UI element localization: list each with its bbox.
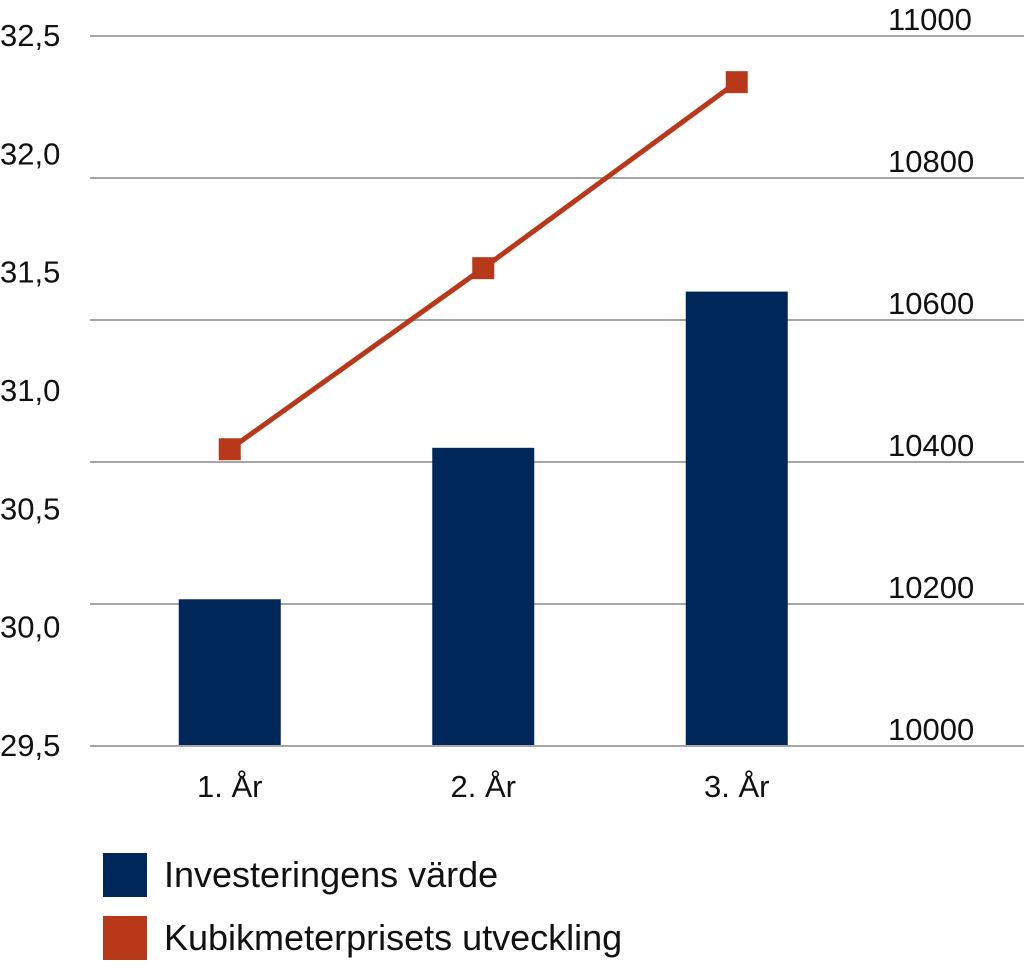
bar <box>178 599 281 746</box>
bar <box>685 291 788 746</box>
bar-series <box>178 291 788 746</box>
right-tick-label: 10600 <box>888 286 974 321</box>
x-tick-label: 1. År <box>197 769 262 804</box>
right-tick-label: 10400 <box>888 428 974 463</box>
legend-item-line: Kubikmeterprisets utveckling <box>103 908 622 968</box>
legend-item-bar: Investeringens värde <box>103 845 622 905</box>
line-series <box>218 71 748 461</box>
left-tick-label: 31,0 <box>0 373 60 408</box>
legend-label-bar: Investeringens värde <box>164 854 499 895</box>
left-axis-ticks: 29,5 30,0 30,5 31,0 31,5 32,0 32,5 <box>0 18 60 763</box>
line-marker <box>218 438 241 461</box>
legend-label-line: Kubikmeterprisets utveckling <box>164 917 623 958</box>
left-tick-label: 30,5 <box>0 491 60 526</box>
left-tick-label: 31,5 <box>0 255 60 290</box>
line-marker <box>725 71 748 94</box>
right-tick-label: 10000 <box>888 712 974 747</box>
x-tick-label: 3. År <box>704 769 769 804</box>
left-tick-label: 32,5 <box>0 18 60 53</box>
right-tick-label: 11000 <box>888 2 972 37</box>
legend-swatch-line <box>103 916 147 960</box>
right-axis-ticks: 10000 10200 10400 10600 10800 11000 <box>888 2 974 747</box>
left-tick-label: 29,5 <box>0 728 60 763</box>
right-tick-label: 10800 <box>888 144 974 179</box>
x-tick-label: 2. År <box>451 769 516 804</box>
line-marker <box>472 257 495 280</box>
bar <box>432 447 535 746</box>
right-tick-label: 10200 <box>888 570 974 605</box>
x-axis-ticks: 1. År 2. År 3. År <box>197 769 769 804</box>
combo-chart: 29,530,030,531,031,532,032,5 10000102001… <box>0 2 1024 804</box>
legend-swatch-bar <box>103 853 147 897</box>
legend: Investeringens värde Kubikmeterprisets u… <box>103 845 622 971</box>
left-tick-label: 30,0 <box>0 610 60 645</box>
left-tick-label: 32,0 <box>0 136 60 171</box>
